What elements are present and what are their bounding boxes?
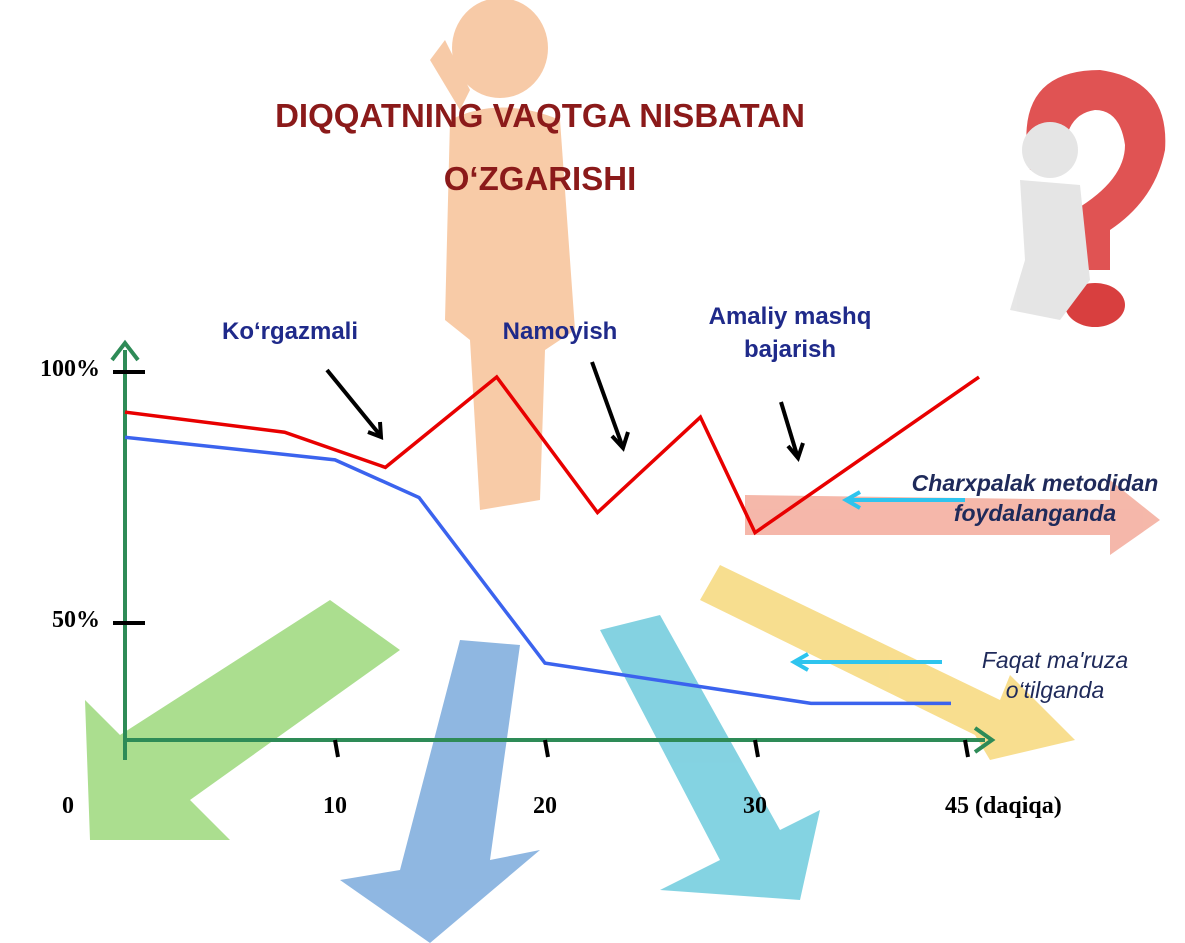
legend-entry: Charxpalak metodidan foydalanganda bbox=[911, 470, 1159, 526]
annotation: Namoyish bbox=[502, 318, 618, 345]
x-tick-label: 10 bbox=[323, 793, 347, 819]
x-tick-label: 30 bbox=[743, 793, 767, 819]
data-line bbox=[124, 374, 980, 536]
annotation: Ko‘rgazmali bbox=[221, 318, 359, 345]
x-tick-label: 45 (daqiqa) bbox=[945, 793, 1062, 819]
x-tick bbox=[543, 739, 550, 758]
y-tick-label: 50% bbox=[52, 607, 100, 633]
annotation-arrows bbox=[325, 361, 805, 463]
x-tick bbox=[753, 739, 760, 758]
y-tick-label: 100% bbox=[40, 356, 100, 382]
chart-title: O‘ZGARISHI bbox=[443, 160, 637, 197]
x-tick bbox=[963, 739, 970, 758]
x-tick-label: 20 bbox=[533, 793, 557, 819]
data-line bbox=[124, 435, 951, 706]
x-tick-label: 0 bbox=[62, 793, 74, 819]
axes bbox=[110, 339, 996, 760]
chart-title: DIQQATNING VAQTGA NISBATAN bbox=[275, 97, 805, 134]
annotation: Amaliy mashq bajarish bbox=[708, 303, 872, 363]
legend-arrows bbox=[789, 490, 965, 672]
x-tick bbox=[333, 739, 340, 758]
legend-entry: Faqat ma'ruza o‘tilganda bbox=[981, 647, 1129, 703]
